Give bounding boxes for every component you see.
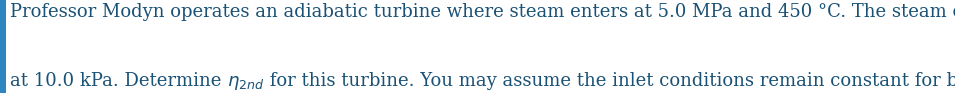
Text: for this turbine. You may assume the inlet conditions remain constant for both p: for this turbine. You may assume the inl…: [265, 72, 955, 90]
Text: at 10.0 kPa. Determine: at 10.0 kPa. Determine: [10, 72, 226, 90]
Text: Professor Modyn operates an adiabatic turbine where steam enters at 5.0 MPa and : Professor Modyn operates an adiabatic tu…: [10, 3, 955, 21]
FancyBboxPatch shape: [0, 0, 6, 93]
Text: $\eta_{2nd}$: $\eta_{2nd}$: [226, 74, 265, 92]
